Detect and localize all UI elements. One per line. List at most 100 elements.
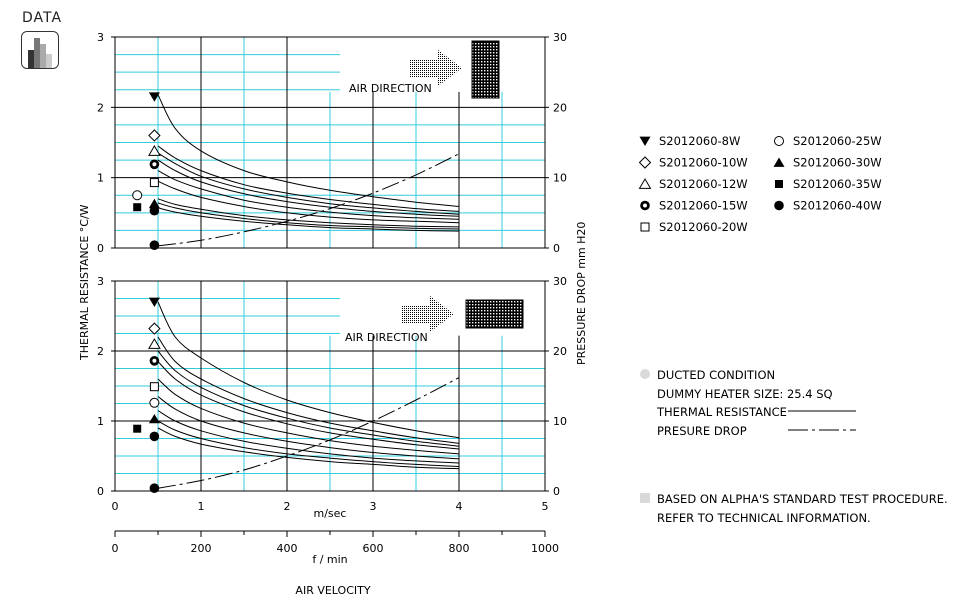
series-marker-S2012060-8W [148,92,160,102]
series-marker-S2012060-30W [148,413,160,424]
note-ducted-condition: DUCTED CONDITION [657,368,775,382]
series-line-S2012060-25W [157,396,460,460]
series-marker-S2012060-25W [132,190,143,201]
series-marker-S2012060-12W [148,145,161,156]
air-direction-label: AIR DIRECTION [349,82,432,95]
y-right-tick-label: 30 [553,275,567,288]
pressure-drop-marker [149,240,160,250]
legend-label: S2012060-25W [793,134,882,148]
legend-label: S2012060-12W [659,177,748,191]
legend-marker [774,136,784,146]
legend-item: S2012060-20W [640,220,748,234]
series-line-S2012060-8W [157,94,460,207]
x-secondary-tick-label: 400 [277,542,298,555]
series-marker-S2012060-25W [149,397,160,408]
note-standard-line1: BASED ON ALPHA'S STANDARD TEST PROCEDURE… [657,492,948,506]
series-marker-S2012060-30W [148,198,160,209]
x-secondary-tick-label: 800 [449,542,470,555]
note-thermal-resistance: THERMAL RESISTANCE [656,405,787,419]
legend-label: S2012060-10W [659,156,748,170]
x-primary-tick-label: 0 [112,500,119,513]
legend-marker [639,136,651,146]
page-title: DATA [22,10,63,26]
legend-item: S2012060-30W [773,156,882,170]
legend-label: S2012060-40W [793,199,882,213]
legend-marker-center [643,203,647,208]
legend-marker [638,156,652,169]
legend-marker [640,222,650,232]
legend-item: S2012060-10W [638,156,748,170]
y-axis-right-label: PRESSURE DROP mm H20 [575,222,588,365]
y-right-tick-label: 20 [553,101,567,114]
series-marker-S2012060-20W [149,382,159,392]
y-right-tick-label: 20 [553,345,567,358]
series-line-S2012060-25W [157,180,460,224]
y-left-tick-label: 2 [97,345,104,358]
x-secondary-tick-label: 600 [363,542,384,555]
plot-frame [114,36,546,249]
legend-marker [774,200,784,211]
series-marker-S2012060-40W [149,431,160,442]
bar-chart-icon [21,31,59,69]
legend-label: S2012060-30W [793,156,882,170]
y-left-tick-label: 3 [97,275,104,288]
series-line-S2012060-12W [157,350,460,447]
series-marker-S2012060-40W [149,205,160,216]
x-primary-tick-label: 2 [284,500,291,513]
x-secondary-tick-label: 200 [191,542,212,555]
legend-label: S2012060-15W [659,199,748,213]
series-line-S2012060-30W [157,410,460,464]
arrow-icon [402,296,454,332]
x-primary-tick-label: 4 [456,500,463,513]
x-primary-tick-label: 5 [542,500,549,513]
x-primary-tick-label: 1 [198,500,205,513]
x-axis-title: AIR VELOCITY [295,584,370,597]
legend-label: S2012060-35W [793,177,882,191]
heatsink-icon [471,40,500,99]
y-left-tick-label: 2 [97,101,104,114]
series-marker-S2012060-20W [149,178,159,188]
legend-item: S2012060-25W [774,134,882,148]
series-line-S2012060-35W [157,420,460,467]
air-direction-label: AIR DIRECTION [345,331,428,344]
pressure-drop-line [157,153,460,247]
pressure-drop-marker [149,483,160,494]
series-line-S2012060-15W [157,361,460,450]
note-dummy-heater: DUMMY HEATER SIZE: 25.4 SQ [657,387,833,401]
legend-item: S2012060-12W [638,177,748,191]
y-left-tick-label: 1 [97,172,104,185]
legend-marker [773,157,785,167]
series-marker-S2012060-15W-center [152,162,157,167]
series-line-S2012060-30W [157,198,460,228]
series-line-S2012060-40W [157,207,460,232]
legend-item: S2012060-15W [640,199,748,213]
series-line-S2012060-10W [157,145,460,212]
note-standard-line2: REFER TO TECHNICAL INFORMATION. [657,511,871,525]
legend-item: S2012060-40W [774,199,882,213]
x-secondary-tick-label: 0 [112,542,119,555]
series-line-S2012060-20W [157,378,460,455]
y-left-tick-label: 0 [97,242,104,255]
y-left-tick-label: 1 [97,415,104,428]
series-marker-S2012060-35W [133,424,142,433]
arrow-icon [410,50,462,86]
series-marker-S2012060-10W [148,129,161,142]
y-right-tick-label: 30 [553,31,567,44]
series-marker-S2012060-10W [148,322,161,335]
y-right-tick-label: 10 [553,415,567,428]
y-axis-left-label: THERMAL RESISTANCE °C/W [78,204,91,361]
x-secondary-tick-label: 1000 [531,542,559,555]
y-left-tick-label: 3 [97,31,104,44]
note-bullet-square [640,493,650,503]
series-line-S2012060-15W [157,159,460,217]
series-line-S2012060-40W [157,427,460,470]
panel-1: AIR DIRECTION [114,36,546,250]
series-line-S2012060-20W [157,170,460,220]
legend-marker [638,178,652,189]
y-left-tick-label: 0 [97,485,104,498]
series-line-S2012060-12W [157,152,460,215]
legend-marker [775,180,783,188]
legend-label: S2012060-20W [659,220,748,234]
x-primary-tick-label: 3 [370,500,377,513]
